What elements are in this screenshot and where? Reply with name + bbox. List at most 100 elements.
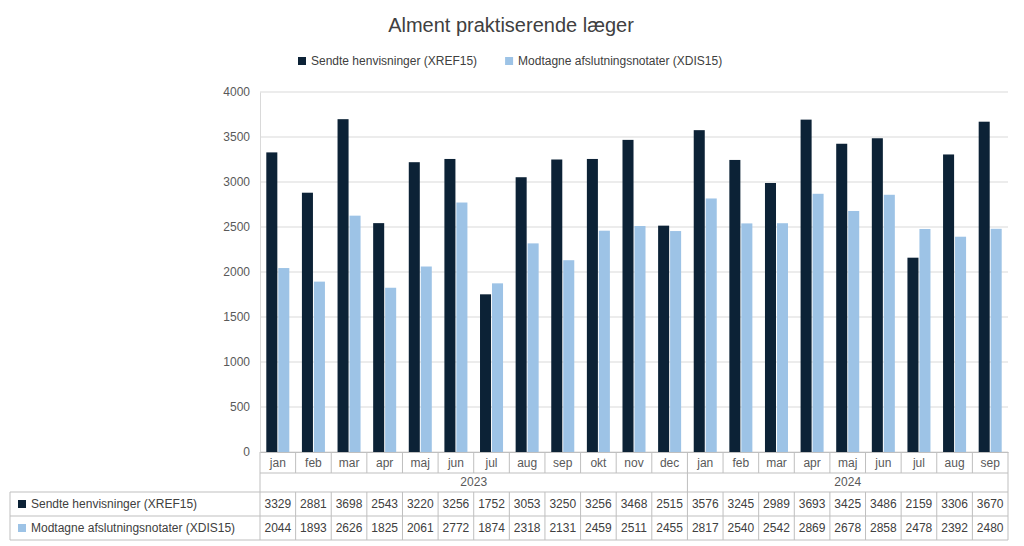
grid-line [260, 92, 1008, 93]
x-tick: mar [766, 452, 787, 470]
bar [694, 130, 705, 452]
bar [528, 243, 539, 452]
x-tick-label: aug [945, 456, 965, 470]
bar [848, 211, 859, 452]
bar [991, 229, 1002, 452]
table-cell: 2626 [336, 521, 363, 535]
bar-series [266, 119, 989, 452]
bar [599, 231, 610, 452]
x-tick: sep [981, 452, 1001, 470]
x-tick-label: mar [339, 456, 360, 470]
grid-line [260, 137, 1008, 138]
x-tick: jul [485, 452, 498, 470]
table-cell: 2515 [656, 497, 683, 511]
x-tick-label: jul [912, 456, 925, 470]
y-tick-label: 2500 [223, 220, 250, 234]
table-line [295, 492, 296, 540]
table-line [473, 452, 474, 473]
bar [706, 198, 717, 452]
table-cell: 3698 [336, 497, 363, 511]
table-line [366, 492, 367, 540]
y-tick: 0 [243, 445, 260, 459]
x-tick-label: jan [696, 456, 713, 470]
bar [907, 258, 918, 452]
y-tick-label: 1000 [223, 355, 250, 369]
y-tick: 3500 [223, 130, 260, 144]
x-tick-label: sep [553, 456, 573, 470]
table-cell: 3220 [407, 497, 434, 511]
table-lines [10, 452, 1008, 540]
table-line [687, 452, 688, 540]
group-label: 2023 [460, 475, 487, 489]
legend: Sendte henvisninger (XREF15)Modtagne afs… [298, 54, 722, 68]
table-line [972, 452, 973, 473]
x-axis-line [261, 452, 1009, 453]
y-axis: 05001000150020002500300035004000 [223, 85, 260, 459]
table-line [651, 452, 652, 473]
table-line [402, 492, 403, 540]
grid-line [260, 182, 1008, 183]
y-tick-label: 500 [230, 400, 250, 414]
table-line [651, 492, 652, 540]
table-line [758, 452, 759, 473]
table-line [1008, 452, 1009, 540]
bar [622, 140, 633, 452]
x-tick: jan [269, 452, 286, 470]
y-tick-label: 3000 [223, 175, 250, 189]
table-cell: 3306 [941, 497, 968, 511]
grid-line [260, 227, 1008, 228]
grid-line [260, 272, 1008, 273]
table-cell: 2159 [906, 497, 933, 511]
bar [587, 159, 598, 452]
table-row: Sendte henvisninger (XREF15)332928813698… [18, 497, 1004, 511]
group-label: 2024 [834, 475, 861, 489]
table-line [438, 452, 439, 473]
x-tick-label: maj [411, 456, 430, 470]
bar [658, 226, 669, 452]
table-line [936, 452, 937, 473]
x-tick-label: apr [376, 456, 393, 470]
x-tick: jan [696, 452, 713, 470]
table-line [10, 492, 11, 540]
table-cell: 2511 [621, 521, 647, 535]
table-cell: 2044 [264, 521, 291, 535]
table-cell: 2392 [941, 521, 968, 535]
y-tick: 1000 [223, 355, 260, 369]
bar [444, 159, 455, 452]
bar [955, 237, 966, 452]
table-cell: 2989 [763, 497, 790, 511]
table-swatch [18, 524, 26, 532]
x-tick: mar [339, 452, 360, 470]
x-tick-label: apr [803, 456, 820, 470]
table-cell: 2772 [443, 521, 470, 535]
grid-line [260, 317, 1008, 318]
y-tick-label: 0 [243, 445, 250, 459]
bar [421, 267, 432, 452]
legend-swatch [505, 57, 513, 65]
table-cell: 2858 [870, 521, 897, 535]
table-cell: 3245 [728, 497, 755, 511]
bar [480, 294, 491, 452]
table-line [865, 492, 866, 540]
bar [409, 162, 420, 452]
table-cell: 2478 [906, 521, 933, 535]
table-line [865, 452, 866, 473]
table-cell: 2061 [407, 521, 434, 535]
table-line [972, 492, 973, 540]
x-tick: aug [517, 452, 537, 470]
x-tick: maj [838, 452, 857, 470]
bar [314, 282, 325, 452]
bar [551, 160, 562, 453]
table-line [794, 452, 795, 473]
table-cell: 2542 [763, 521, 790, 535]
bar [373, 223, 384, 452]
x-tick: feb [733, 452, 750, 470]
x-tick: apr [803, 452, 820, 470]
table-cell: 3256 [443, 497, 470, 511]
x-tick: sep [553, 452, 573, 470]
table-cell: 2881 [300, 497, 327, 511]
table-line [901, 492, 902, 540]
table-line [580, 492, 581, 540]
title: Alment praktiserende læger [388, 14, 634, 36]
x-tick: jun [447, 452, 464, 470]
